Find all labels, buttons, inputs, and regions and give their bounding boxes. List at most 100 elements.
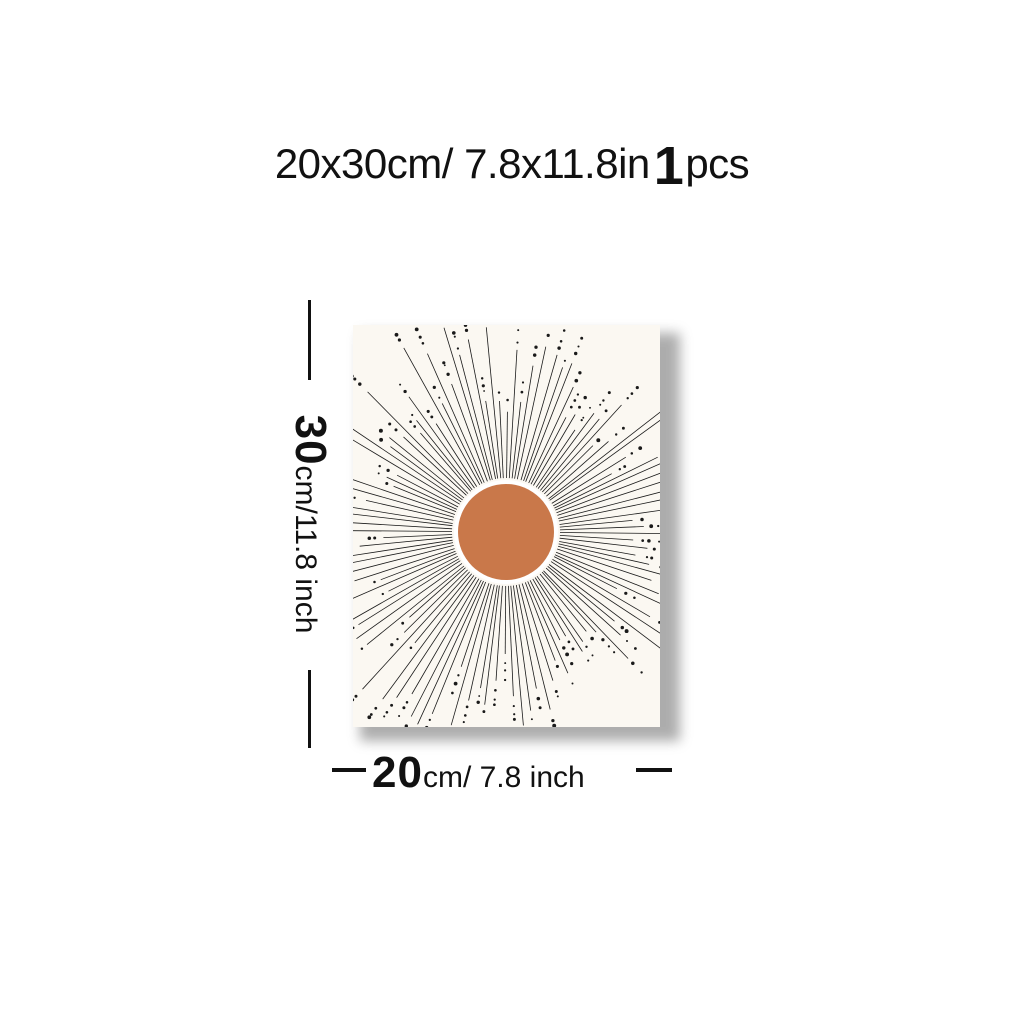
sun-ray [543, 570, 629, 659]
sun-ray [382, 575, 475, 700]
sun-ray [388, 555, 458, 592]
sun-ray [354, 548, 455, 582]
sun-ray [504, 585, 507, 655]
ray-dot [620, 625, 625, 630]
ray-dot [367, 536, 372, 541]
ray-dot [532, 353, 537, 357]
ray-dot [453, 681, 458, 686]
ray-dot [504, 662, 507, 665]
sun-ray [403, 436, 467, 496]
ray-dot [428, 718, 431, 722]
ray-dot [626, 397, 629, 400]
ray-dot [398, 714, 401, 718]
ray-dot [378, 428, 383, 433]
sun-ray [468, 584, 495, 701]
sun-ray [518, 584, 551, 710]
ray-dot [658, 540, 660, 543]
sun-ray [554, 554, 660, 604]
height-label: 30cm/11.8 inch [285, 415, 335, 634]
ray-dot [494, 688, 497, 692]
sun-ray [528, 386, 574, 484]
sun-ray [506, 411, 508, 479]
width-line-right [636, 768, 672, 772]
ray-dot [615, 433, 618, 436]
sun-ray [416, 420, 473, 491]
sun-ray [559, 532, 660, 534]
ray-dot [630, 392, 634, 395]
ray-dot [635, 386, 639, 390]
ray-dot [590, 636, 594, 641]
sun-ray [558, 491, 660, 519]
ray-dot [557, 346, 561, 350]
sun-ray [353, 558, 460, 620]
sun-ray [514, 365, 534, 479]
ray-dot [534, 345, 538, 349]
ray-dot [353, 374, 354, 378]
quantity-unit: pcs [685, 140, 750, 187]
ray-dot [567, 640, 571, 644]
ray-dot [476, 700, 480, 705]
sun-ray [353, 488, 455, 518]
ray-dot [462, 721, 465, 724]
ray-dot [385, 710, 389, 714]
ray-dot [390, 703, 394, 707]
ray-dot [604, 409, 608, 413]
sun-ray [358, 560, 461, 626]
ray-dot [421, 342, 425, 345]
ray-dot [385, 481, 389, 486]
ray-dot [354, 694, 358, 698]
ray-dot [463, 714, 467, 717]
sun-ray [365, 500, 454, 521]
ray-dot [397, 338, 401, 342]
ray-dot [650, 556, 654, 560]
sun-ray [411, 578, 480, 695]
ray-dot [546, 333, 550, 337]
ray-dot [571, 647, 575, 651]
sun-ray [396, 576, 477, 698]
ray-dot [645, 555, 649, 559]
sun-ray [524, 582, 556, 661]
ray-dot [517, 329, 520, 332]
sun-ray [393, 485, 457, 512]
ray-dot [432, 385, 436, 390]
ray-dot [456, 347, 460, 350]
ray-dot [390, 643, 394, 647]
ray-dot [578, 371, 582, 375]
ray-dot [378, 464, 381, 468]
sun-ray [558, 543, 650, 565]
sun-ray [508, 349, 518, 479]
sun-ray [353, 428, 462, 503]
ray-dot [369, 713, 373, 716]
sun-ray [520, 354, 558, 481]
ray-dot [649, 524, 654, 529]
ray-dot [647, 539, 651, 543]
ray-dot [599, 403, 602, 406]
sun-ray [554, 456, 658, 509]
sun-ray [527, 581, 569, 674]
ray-dot [521, 381, 525, 384]
ray-dot [652, 547, 656, 551]
sun-ray [459, 354, 493, 480]
ray-dot [573, 351, 578, 356]
ray-dot [373, 536, 377, 540]
ray-dot [580, 336, 584, 340]
ray-dot [638, 446, 643, 450]
sun-ray [414, 573, 473, 644]
ray-dot [631, 661, 635, 666]
sun-ray [535, 429, 576, 488]
sun-ray [485, 327, 502, 479]
ray-dot [602, 399, 605, 402]
ray-dot [624, 629, 629, 634]
sun-ray [556, 472, 660, 514]
sun-ray [480, 585, 498, 689]
ray-dot [394, 428, 398, 432]
ray-dot [388, 422, 392, 426]
sun-ray [549, 419, 660, 501]
sun-ray [408, 396, 475, 489]
ray-dot [634, 647, 637, 650]
sun-ray [559, 541, 636, 556]
size-quantity-heading: 20x30cm/ 7.8x11.8in1pcs [0, 138, 1024, 193]
sun-ray [523, 367, 563, 482]
sun-ray [534, 577, 583, 652]
ray-dot [591, 654, 594, 657]
